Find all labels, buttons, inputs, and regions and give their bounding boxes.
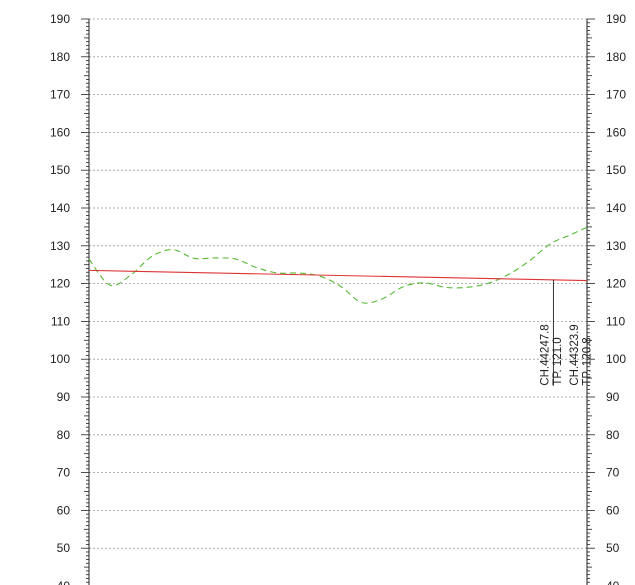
annotation-label: CH.44247.8 xyxy=(539,324,551,385)
y-tick-label-right: 140 xyxy=(606,201,626,215)
tick-layer xyxy=(81,18,595,583)
ground-profile-line xyxy=(88,226,588,304)
y-tick-label-right: 40 xyxy=(606,579,620,585)
y-tick-label-right: 70 xyxy=(606,466,620,480)
y-tick-label-right: 150 xyxy=(606,163,626,177)
y-tick-label-left: 120 xyxy=(50,277,70,291)
y-tick-label-left: 160 xyxy=(50,125,70,139)
y-tick-label-left: 100 xyxy=(50,352,70,366)
y-tick-label-left: 80 xyxy=(57,428,71,442)
y-tick-label-left: 70 xyxy=(57,466,71,480)
y-tick-label-left: 130 xyxy=(50,239,70,253)
y-tick-label-left: 150 xyxy=(50,163,70,177)
y-tick-label-right: 160 xyxy=(606,125,626,139)
y-tick-label-right: 100 xyxy=(606,352,626,366)
y-tick-label-right: 50 xyxy=(606,541,620,555)
series-layer xyxy=(88,226,588,304)
y-tick-label-left: 60 xyxy=(57,503,71,517)
y-tick-label-right: 190 xyxy=(606,12,626,26)
axis-layer xyxy=(88,19,588,585)
y-tick-label-right: 110 xyxy=(606,314,625,328)
y-tick-label-right: 120 xyxy=(606,277,626,291)
y-tick-label-right: 90 xyxy=(606,390,620,404)
y-tick-label-left: 170 xyxy=(50,88,70,102)
y-tick-label-right: 170 xyxy=(606,88,626,102)
y-tick-label-right: 180 xyxy=(606,50,626,64)
annotation-label: TP. 120.8 xyxy=(582,337,594,385)
y-tick-label-right: 130 xyxy=(606,239,626,253)
annotation-label: CH.44323.9 xyxy=(569,324,581,385)
y-tick-label-left: 50 xyxy=(57,541,71,555)
y-tick-label-right: 80 xyxy=(606,428,620,442)
design-grade-line xyxy=(88,269,588,282)
y-tick-label-left: 110 xyxy=(51,314,70,328)
tick-label-layer: 190 190 180 180 170 170 160 160 150 150 140 140 130 1… xyxy=(50,12,626,585)
y-tick-label-left: 90 xyxy=(57,390,71,404)
y-tick-label-left: 40 xyxy=(57,579,71,585)
grid-layer xyxy=(89,18,587,549)
annotation-label: TP. 121.0 xyxy=(552,337,564,385)
y-tick-label-left: 140 xyxy=(50,201,70,215)
y-tick-label-left: 190 xyxy=(50,12,70,26)
y-tick-label-left: 180 xyxy=(50,50,70,64)
annotation-layer: CH.44247.8 TP. 121.0 CH.44323.9 TP. 120.8 xyxy=(539,279,594,386)
y-tick-label-right: 60 xyxy=(606,503,620,517)
